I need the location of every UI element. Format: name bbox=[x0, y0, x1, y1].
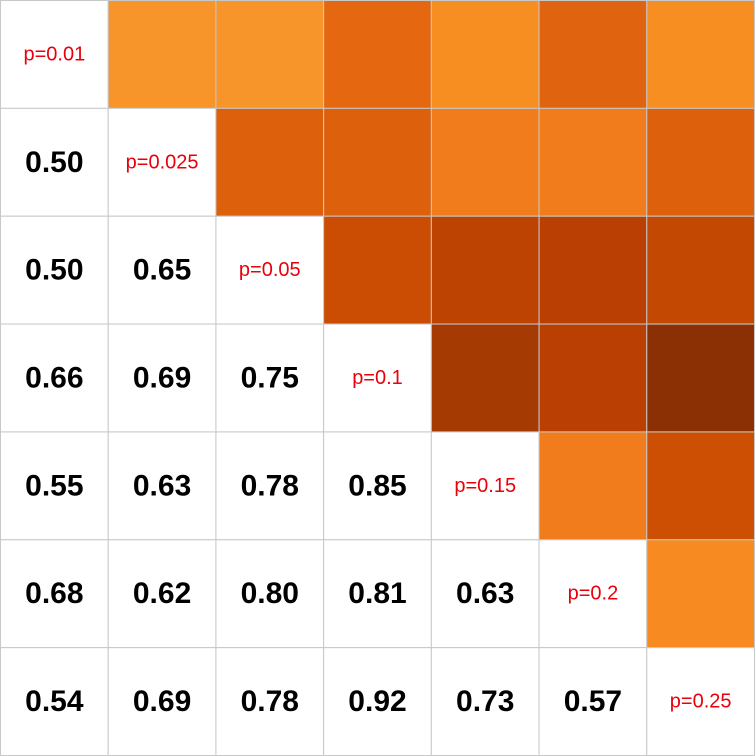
value-cell bbox=[107, 539, 217, 649]
cell-value: 0.65 bbox=[133, 254, 191, 287]
cell-value: 0.73 bbox=[456, 685, 514, 718]
color-cell bbox=[430, 107, 540, 217]
cell-value: 0.68 bbox=[25, 577, 83, 610]
color-cell bbox=[646, 431, 755, 541]
value-cell bbox=[430, 539, 540, 649]
cell-value: 0.75 bbox=[241, 362, 299, 395]
value-cell bbox=[430, 647, 540, 756]
cell-value: 0.66 bbox=[25, 362, 83, 395]
cell-value: 0.69 bbox=[133, 685, 191, 718]
cell-value: 0.81 bbox=[348, 577, 406, 610]
diagonal-cell bbox=[646, 647, 755, 756]
color-cell bbox=[430, 215, 540, 325]
cell-value: 0.55 bbox=[25, 469, 83, 502]
color-cell bbox=[646, 107, 755, 217]
color-cell bbox=[646, 0, 755, 109]
cell-value: 0.63 bbox=[456, 577, 514, 610]
diagonal-label: p=0.2 bbox=[568, 583, 619, 605]
value-cell bbox=[215, 647, 325, 756]
color-cell bbox=[538, 107, 648, 217]
cell-value: 0.62 bbox=[133, 577, 191, 610]
cell-value: 0.50 bbox=[25, 254, 83, 287]
cell-value: 0.57 bbox=[564, 685, 622, 718]
cell-value: 0.78 bbox=[241, 469, 299, 502]
cell-value: 0.63 bbox=[133, 469, 191, 502]
diagonal-label: p=0.01 bbox=[23, 43, 85, 65]
value-cell bbox=[0, 323, 109, 433]
color-cell bbox=[538, 431, 648, 541]
color-cell bbox=[430, 323, 540, 433]
color-cell bbox=[215, 0, 325, 109]
cell-value: 0.92 bbox=[348, 685, 406, 718]
color-cell bbox=[646, 323, 755, 433]
value-cell bbox=[0, 215, 109, 325]
cell-value: 0.80 bbox=[241, 577, 299, 610]
color-cell bbox=[538, 323, 648, 433]
diagonal-cell bbox=[0, 0, 109, 109]
color-cell bbox=[323, 0, 432, 109]
diagonal-label: p=0.25 bbox=[670, 691, 732, 713]
cell-value: 0.69 bbox=[133, 362, 191, 395]
cell-value: 0.85 bbox=[348, 469, 406, 502]
value-cell bbox=[0, 647, 109, 756]
diagonal-label: p=0.15 bbox=[454, 475, 516, 497]
value-cell bbox=[0, 431, 109, 541]
diagonal-cell bbox=[323, 323, 432, 433]
value-cell bbox=[107, 215, 217, 325]
cell-value: 0.54 bbox=[25, 685, 84, 718]
color-cell bbox=[215, 107, 325, 217]
color-cell bbox=[538, 215, 648, 325]
color-cell bbox=[323, 107, 432, 217]
cell-value: 0.78 bbox=[241, 685, 299, 718]
value-cell bbox=[0, 107, 109, 217]
value-cell bbox=[215, 431, 325, 541]
color-cell bbox=[107, 0, 217, 109]
color-cell bbox=[646, 539, 755, 649]
value-cell bbox=[323, 539, 432, 649]
value-cell bbox=[323, 647, 432, 756]
diagonal-label: p=0.025 bbox=[126, 151, 199, 173]
value-cell bbox=[0, 539, 109, 649]
color-cell bbox=[646, 215, 755, 325]
diagonal-label: p=0.1 bbox=[352, 367, 403, 389]
matrix-labels: p=0.01 0.50 p=0.025 0.50 0.65 p=0.05 0.66 0.69 0… bbox=[23, 43, 731, 718]
value-cell bbox=[215, 539, 325, 649]
color-cell bbox=[538, 0, 648, 109]
color-cell bbox=[323, 215, 432, 325]
diagonal-cell bbox=[215, 215, 325, 325]
value-cell bbox=[538, 647, 648, 756]
diagonal-label: p=0.05 bbox=[239, 259, 301, 281]
color-cell bbox=[430, 0, 540, 109]
cell-value: 0.50 bbox=[25, 146, 83, 179]
value-cell bbox=[107, 323, 217, 433]
